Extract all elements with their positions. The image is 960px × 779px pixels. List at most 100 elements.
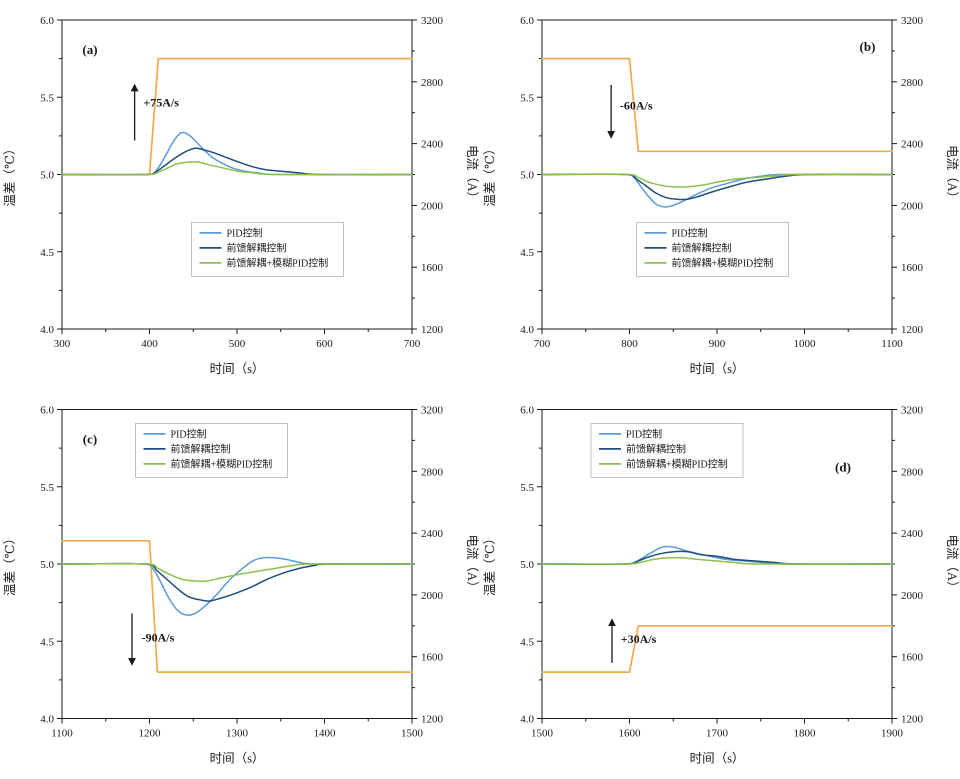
svg-text:5.5: 5.5	[40, 92, 54, 104]
svg-text:前馈解耦控制: 前馈解耦控制	[626, 442, 686, 455]
svg-text:4.5: 4.5	[40, 247, 54, 259]
svg-text:3200: 3200	[901, 15, 924, 27]
svg-text:1300: 1300	[226, 728, 249, 740]
svg-text:(d): (d)	[835, 459, 851, 474]
svg-text:温差（℃）: 温差（℃）	[3, 143, 17, 207]
svg-text:2400: 2400	[901, 139, 924, 151]
svg-text:5.5: 5.5	[520, 92, 534, 104]
svg-text:电流（A）: 电流（A）	[465, 145, 479, 204]
svg-text:1500: 1500	[401, 728, 424, 740]
svg-text:2800: 2800	[421, 466, 444, 478]
svg-text:PID控制: PID控制	[171, 427, 207, 440]
svg-text:前馈解耦控制: 前馈解耦控制	[227, 241, 287, 254]
svg-text:前馈解耦+模糊PID控制: 前馈解耦+模糊PID控制	[227, 256, 329, 269]
svg-text:1800: 1800	[794, 728, 817, 740]
svg-text:+30A/s: +30A/s	[621, 632, 657, 646]
svg-text:前馈解耦+模糊PID控制: 前馈解耦+模糊PID控制	[171, 457, 273, 470]
svg-text:4.0: 4.0	[40, 324, 54, 336]
svg-text:温差（℃）: 温差（℃）	[483, 143, 497, 207]
chart-a-canvas: 300 400 500 600 700 4.0 4.5 5.0 5.5 6.0 1200 1600 20…	[0, 0, 480, 389]
chart-b-canvas: 700 800 900 1000 1100 4.0 4.5 5.0 5.5 6.0 1200 1600…	[480, 0, 960, 389]
svg-text:4.5: 4.5	[40, 636, 54, 648]
chart-d: 1500 1600 1700 1800 1900 4.0 4.5 5.0 5.5 6.0 1200 1…	[480, 389, 960, 779]
svg-text:800: 800	[621, 338, 638, 350]
svg-text:PID控制: PID控制	[626, 427, 662, 440]
svg-text:1900: 1900	[881, 728, 904, 740]
svg-text:3200: 3200	[901, 405, 924, 417]
svg-text:PID控制: PID控制	[672, 226, 708, 239]
svg-text:2400: 2400	[901, 528, 924, 540]
svg-text:500: 500	[229, 338, 246, 350]
svg-text:4.0: 4.0	[40, 714, 54, 726]
svg-text:4.5: 4.5	[520, 247, 534, 259]
svg-text:温差（℃）: 温差（℃）	[483, 532, 497, 596]
svg-text:2400: 2400	[421, 139, 444, 151]
svg-text:2400: 2400	[421, 528, 444, 540]
svg-text:300: 300	[54, 338, 71, 350]
svg-text:前馈解耦+模糊PID控制: 前馈解耦+模糊PID控制	[672, 256, 774, 269]
svg-text:2000: 2000	[901, 590, 924, 602]
chart-b: 700 800 900 1000 1100 4.0 4.5 5.0 5.5 6.0 1200 1600…	[480, 0, 960, 389]
svg-text:1700: 1700	[706, 728, 729, 740]
svg-text:2000: 2000	[901, 200, 924, 212]
chart-c-canvas: 1100 1200 1300 1400 1500 4.0 4.5 5.0 5.5 6.0 1200 1…	[0, 389, 480, 779]
svg-text:1200: 1200	[421, 714, 444, 726]
svg-text:1000: 1000	[794, 338, 817, 350]
chart-a: 300 400 500 600 700 4.0 4.5 5.0 5.5 6.0 1200 1600 20…	[0, 0, 480, 389]
svg-text:4.0: 4.0	[520, 324, 534, 336]
svg-text:6.0: 6.0	[520, 15, 534, 27]
svg-text:-90A/s: -90A/s	[142, 630, 175, 644]
svg-text:3200: 3200	[421, 15, 444, 27]
svg-text:2800: 2800	[421, 77, 444, 89]
svg-text:1600: 1600	[901, 262, 924, 274]
svg-text:4.0: 4.0	[520, 714, 534, 726]
svg-text:1600: 1600	[421, 262, 444, 274]
svg-text:1600: 1600	[901, 652, 924, 664]
svg-text:时间（s）: 时间（s）	[210, 752, 265, 766]
svg-text:2000: 2000	[421, 200, 444, 212]
svg-text:2800: 2800	[901, 77, 924, 89]
svg-text:-60A/s: -60A/s	[620, 99, 653, 113]
svg-text:3200: 3200	[421, 405, 444, 417]
svg-text:900: 900	[709, 338, 726, 350]
svg-text:时间（s）: 时间（s）	[690, 752, 745, 766]
svg-text:400: 400	[141, 338, 158, 350]
svg-text:1200: 1200	[421, 324, 444, 336]
svg-text:5.0: 5.0	[40, 559, 54, 571]
svg-text:时间（s）: 时间（s）	[690, 362, 745, 376]
svg-text:1100: 1100	[51, 728, 73, 740]
svg-text:5.0: 5.0	[40, 170, 54, 182]
svg-text:1500: 1500	[531, 728, 554, 740]
svg-text:1200: 1200	[901, 714, 924, 726]
svg-text:700: 700	[404, 338, 421, 350]
svg-text:5.0: 5.0	[520, 170, 534, 182]
svg-text:6.0: 6.0	[520, 405, 534, 417]
svg-text:4.5: 4.5	[520, 636, 534, 648]
svg-text:6.0: 6.0	[40, 15, 54, 27]
svg-text:前馈解耦控制: 前馈解耦控制	[171, 442, 231, 455]
svg-text:PID控制: PID控制	[227, 226, 263, 239]
svg-text:5.5: 5.5	[520, 482, 534, 494]
svg-text:5.5: 5.5	[40, 482, 54, 494]
svg-text:600: 600	[316, 338, 333, 350]
svg-text:前馈解耦控制: 前馈解耦控制	[672, 241, 732, 254]
svg-text:2800: 2800	[901, 466, 924, 478]
svg-text:前馈解耦+模糊PID控制: 前馈解耦+模糊PID控制	[626, 457, 728, 470]
svg-text:700: 700	[534, 338, 551, 350]
svg-text:2000: 2000	[421, 590, 444, 602]
svg-text:5.0: 5.0	[520, 559, 534, 571]
svg-text:1200: 1200	[901, 324, 924, 336]
chart-c: 1100 1200 1300 1400 1500 4.0 4.5 5.0 5.5 6.0 1200 1…	[0, 389, 480, 779]
svg-text:(c): (c)	[83, 431, 97, 446]
svg-text:1200: 1200	[139, 728, 162, 740]
svg-text:1400: 1400	[314, 728, 337, 740]
svg-text:电流（A）: 电流（A）	[945, 145, 959, 204]
svg-text:6.0: 6.0	[40, 405, 54, 417]
svg-text:电流（A）: 电流（A）	[465, 534, 479, 593]
svg-text:时间（s）: 时间（s）	[210, 362, 265, 376]
svg-text:1100: 1100	[881, 338, 903, 350]
chart-d-canvas: 1500 1600 1700 1800 1900 4.0 4.5 5.0 5.5 6.0 1200 1…	[480, 389, 960, 779]
svg-text:温差（℃）: 温差（℃）	[3, 532, 17, 596]
svg-text:(b): (b)	[860, 39, 876, 54]
